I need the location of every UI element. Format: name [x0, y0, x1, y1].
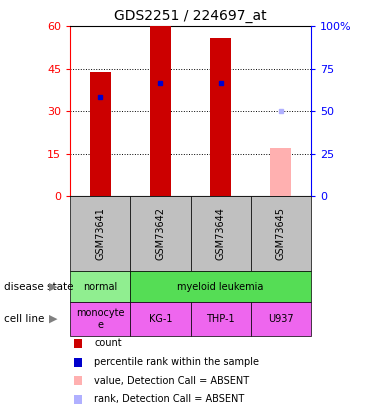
Text: KG-1: KG-1 [149, 314, 172, 324]
Text: GSM73645: GSM73645 [276, 207, 286, 260]
Text: value, Detection Call = ABSENT: value, Detection Call = ABSENT [94, 376, 249, 386]
Text: count: count [94, 339, 122, 348]
Bar [90, 72, 111, 196]
Bar [270, 148, 291, 196]
Text: monocyte
e: monocyte e [76, 308, 125, 330]
Text: ▶: ▶ [50, 314, 58, 324]
Text: percentile rank within the sample: percentile rank within the sample [94, 357, 259, 367]
Text: disease state: disease state [4, 281, 73, 292]
Text: rank, Detection Call = ABSENT: rank, Detection Call = ABSENT [94, 394, 245, 404]
Text: THP-1: THP-1 [206, 314, 235, 324]
Title: GDS2251 / 224697_at: GDS2251 / 224697_at [114, 9, 267, 23]
Text: GSM73644: GSM73644 [216, 207, 226, 260]
Text: myeloid leukemia: myeloid leukemia [178, 281, 264, 292]
Text: ▶: ▶ [50, 281, 58, 292]
Bar [150, 26, 171, 196]
Bar [210, 38, 231, 196]
Text: GSM73642: GSM73642 [155, 207, 165, 260]
Text: cell line: cell line [4, 314, 44, 324]
Text: U937: U937 [268, 314, 293, 324]
Text: GSM73641: GSM73641 [95, 207, 105, 260]
Text: normal: normal [83, 281, 118, 292]
